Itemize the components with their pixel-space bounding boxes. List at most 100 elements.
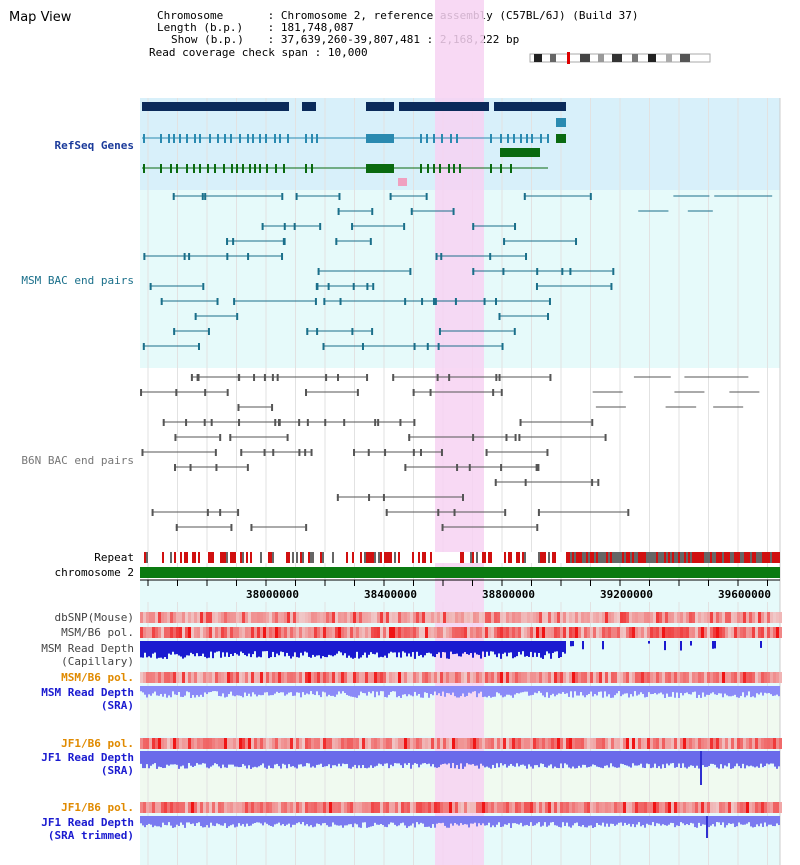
depth-bar xyxy=(590,751,592,767)
repeat-mark xyxy=(412,552,414,563)
label-b6n-bac[interactable]: B6N BAC end pairs xyxy=(21,454,134,467)
pol-heat-cell xyxy=(605,612,608,623)
pol-heat-cell xyxy=(323,612,326,623)
repeat-mark xyxy=(404,552,406,563)
pol-heat-cell xyxy=(164,612,167,623)
depth-bar xyxy=(636,816,638,825)
pol-heat-cell xyxy=(602,672,605,683)
pol-heat-cell xyxy=(755,627,758,638)
pol-heat-cell xyxy=(272,612,275,623)
pol-heat-cell xyxy=(635,612,638,623)
depth-bar xyxy=(322,686,324,692)
repeat-mark xyxy=(468,552,470,563)
pol-heat-cell xyxy=(692,627,695,638)
depth-bar xyxy=(682,816,684,824)
pol-heat-cell xyxy=(608,627,611,638)
depth-bar xyxy=(238,816,240,824)
gene-exon xyxy=(224,134,226,143)
depth-bar xyxy=(362,751,364,765)
chromosome-ideogram[interactable] xyxy=(528,52,712,64)
repeat-mark xyxy=(454,552,456,563)
repeat-mark xyxy=(664,552,666,563)
bac-end-marker xyxy=(547,313,550,320)
depth-bar xyxy=(348,641,350,656)
pol-heat-cell xyxy=(317,612,320,623)
depth-bar xyxy=(320,686,322,698)
depth-bar xyxy=(282,686,284,693)
pol-heat-cell xyxy=(638,672,641,683)
depth-bar xyxy=(460,816,462,824)
pol-heat-cell xyxy=(143,612,146,623)
pol-heat-cell xyxy=(233,612,236,623)
pol-heat-cell xyxy=(536,627,539,638)
repeat-mark xyxy=(544,552,546,563)
repeat-mark xyxy=(438,552,440,563)
depth-bar xyxy=(712,751,714,764)
pol-heat-cell xyxy=(371,627,374,638)
bac-end-marker xyxy=(337,374,340,381)
depth-bar xyxy=(508,641,510,653)
pol-heat-cell xyxy=(215,672,218,683)
pol-heat-cell xyxy=(362,612,365,623)
label-msm-bac[interactable]: MSM BAC end pairs xyxy=(21,274,134,287)
pol-heat-cell xyxy=(212,672,215,683)
pol-heat-cell xyxy=(743,612,746,623)
repeat-mark xyxy=(406,552,408,563)
bac-end-marker xyxy=(174,464,177,471)
label-refseq-genes[interactable]: RefSeq Genes xyxy=(54,139,134,152)
depth-bar xyxy=(514,641,516,658)
label-dbsnp: dbSNP(Mouse) xyxy=(54,611,134,624)
depth-bar xyxy=(506,641,508,657)
repeat-mark xyxy=(774,552,776,563)
pol-heat-cell xyxy=(323,802,326,813)
pol-heat-cell xyxy=(605,672,608,683)
repeat-mark xyxy=(674,552,676,563)
pol-heat-cell xyxy=(596,612,599,623)
pol-heat-cell xyxy=(731,672,734,683)
pol-heat-cell xyxy=(710,612,713,623)
depth-bar xyxy=(648,751,650,765)
depth-bar xyxy=(286,641,288,653)
bac-end-marker xyxy=(535,283,538,290)
pol-heat-cell xyxy=(557,627,560,638)
pol-heat-cell xyxy=(779,672,782,683)
depth-bar xyxy=(178,816,180,827)
repeat-mark xyxy=(772,552,774,563)
depth-bar xyxy=(658,816,660,824)
depth-bar xyxy=(548,751,550,766)
depth-bar xyxy=(584,751,586,765)
depth-bar xyxy=(314,816,316,827)
pol-heat-cell xyxy=(398,802,401,813)
pol-heat-cell xyxy=(527,627,530,638)
pol-heat-cell xyxy=(341,612,344,623)
pol-heat-cell xyxy=(734,672,737,683)
depth-bar xyxy=(346,686,348,695)
depth-bar xyxy=(704,751,706,768)
pol-heat-cell xyxy=(215,738,218,749)
repeat-mark xyxy=(212,552,214,563)
bac-end-marker xyxy=(408,434,411,441)
depth-bar xyxy=(610,751,612,764)
pol-heat-cell xyxy=(209,738,212,749)
depth-bar xyxy=(218,816,220,825)
pol-heat-cell xyxy=(767,627,770,638)
depth-bar xyxy=(516,751,518,764)
depth-bar xyxy=(734,686,736,695)
depth-bar xyxy=(592,816,594,828)
repeat-mark xyxy=(642,552,644,563)
pol-heat-cell xyxy=(263,612,266,623)
pol-heat-cell xyxy=(524,802,527,813)
depth-bar xyxy=(490,816,492,828)
depth-bar xyxy=(236,751,238,767)
depth-bar xyxy=(752,816,754,828)
depth-bar xyxy=(176,686,178,695)
pol-heat-cell xyxy=(659,627,662,638)
pol-heat-cell xyxy=(650,672,653,683)
bac-end-marker xyxy=(604,434,607,441)
depth-bar xyxy=(356,816,358,825)
pol-heat-cell xyxy=(299,738,302,749)
pol-heat-cell xyxy=(395,612,398,623)
depth-bar xyxy=(474,686,476,692)
bac-end-marker xyxy=(462,494,465,501)
